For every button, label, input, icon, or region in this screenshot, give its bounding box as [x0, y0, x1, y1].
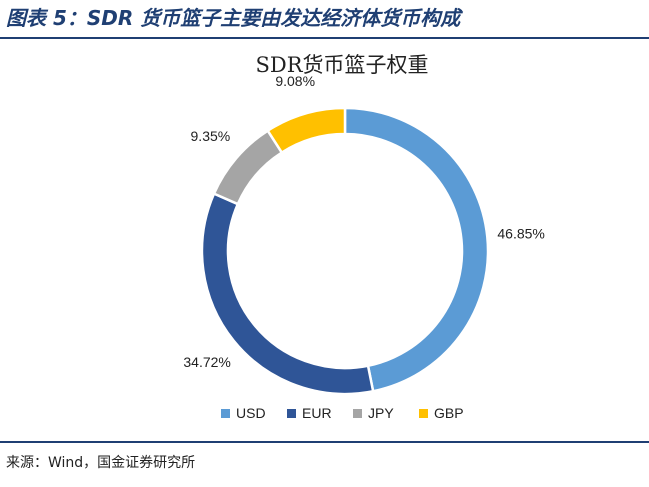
- donut-slices: [200, 106, 490, 396]
- top-divider: [0, 37, 649, 39]
- source-note: 来源：Wind，国金证券研究所: [6, 455, 196, 471]
- slice-gbp: [266, 106, 347, 155]
- legend-swatch-eur: [287, 409, 296, 418]
- legend-label-jpy: JPY: [368, 405, 394, 421]
- bottom-divider: [0, 441, 649, 443]
- chart-title: SDR货币篮子权重: [255, 53, 428, 77]
- data-label-eur: 34.72%: [183, 354, 230, 370]
- figure-title: 图表 5：SDR 货币篮子主要由发达经济体货币构成: [6, 6, 461, 30]
- legend-label-eur: EUR: [302, 405, 332, 421]
- data-label-jpy: 9.35%: [191, 128, 231, 144]
- donut-chart: SDR货币篮子权重 46.85% 34.72% 9.35% 9.08% USD EUR J…: [183, 53, 544, 421]
- data-label-gbp: 9.08%: [275, 73, 315, 89]
- legend-swatch-jpy: [353, 409, 362, 418]
- slice-usd: [343, 106, 490, 393]
- legend: USD EUR JPY GBP: [221, 405, 464, 421]
- legend-swatch-usd: [221, 409, 230, 418]
- chart-area: SDR货币篮子权重 46.85% 34.72% 9.35% 9.08% USD EUR J…: [0, 40, 649, 435]
- legend-label-usd: USD: [236, 405, 266, 421]
- data-label-usd: 46.85%: [497, 226, 544, 242]
- legend-swatch-gbp: [419, 409, 428, 418]
- legend-label-gbp: GBP: [434, 405, 464, 421]
- data-labels: 46.85% 34.72% 9.35% 9.08%: [183, 73, 544, 370]
